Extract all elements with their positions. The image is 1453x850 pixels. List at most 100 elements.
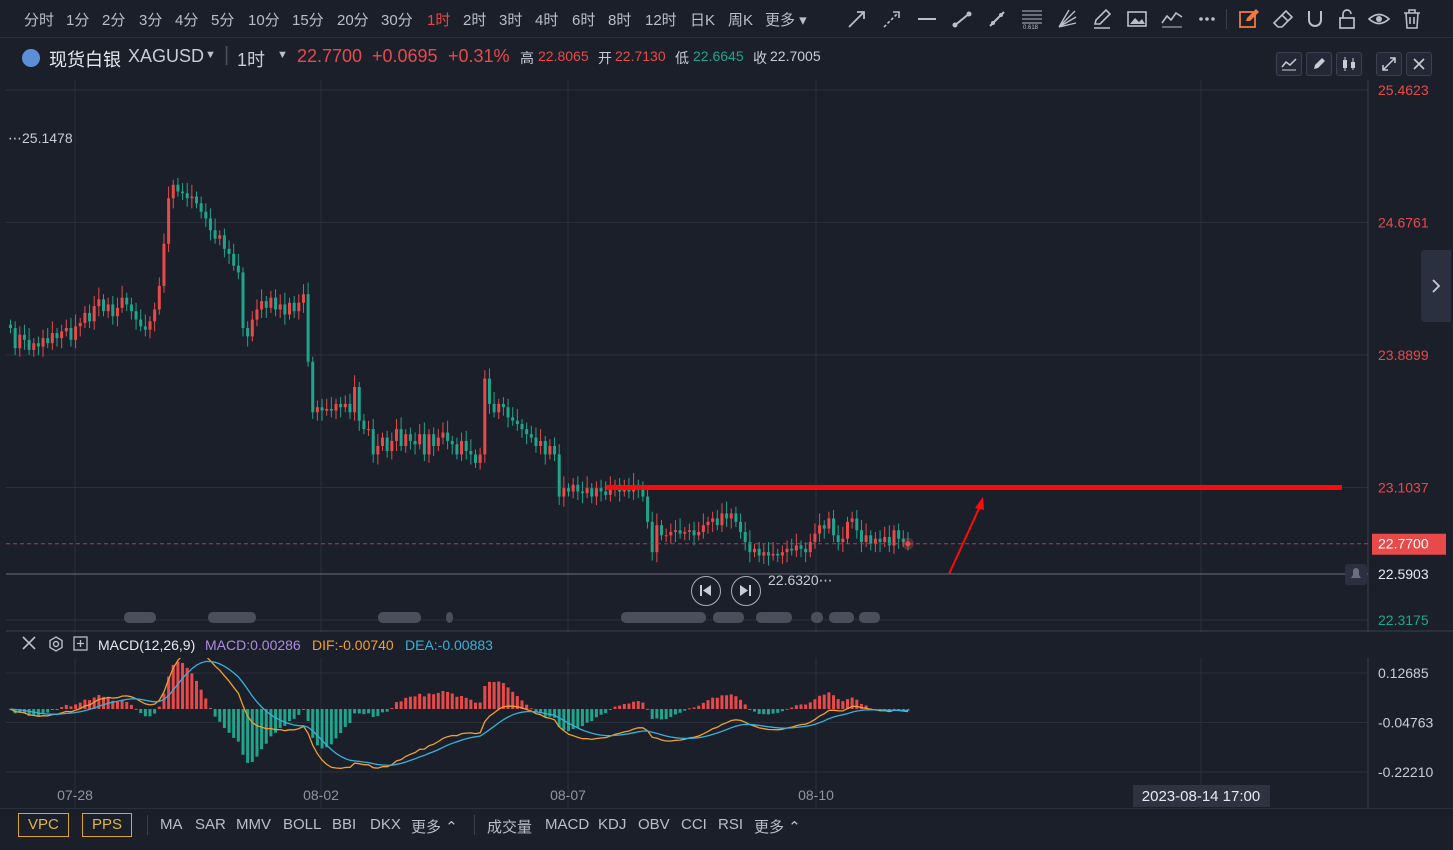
period-11[interactable]: 2时	[463, 12, 487, 29]
ray-arrow-icon[interactable]	[845, 7, 869, 31]
period-6[interactable]: 10分	[248, 12, 280, 29]
trash-icon[interactable]	[1400, 7, 1424, 31]
event-marker[interactable]	[713, 612, 744, 623]
indicator-settings-button[interactable]	[1276, 52, 1302, 76]
sub-indicator-0[interactable]: 成交量	[487, 819, 533, 836]
period-13[interactable]: 4时	[535, 12, 559, 29]
side-panel-toggle[interactable]	[1421, 250, 1451, 322]
scroll-to-start-button[interactable]	[691, 576, 721, 606]
eye-icon[interactable]	[1367, 7, 1391, 31]
draw-edit-button[interactable]	[1306, 52, 1332, 76]
segment-icon[interactable]	[985, 7, 1009, 31]
symbol-dropdown-icon[interactable]: ▼	[205, 49, 216, 61]
close-indicator-icon[interactable]	[22, 636, 36, 653]
close-label: 收	[753, 50, 767, 66]
sub-indicator-4[interactable]: CCI	[681, 816, 707, 833]
macd-bar	[381, 708, 384, 713]
pps-button[interactable]: PPS	[82, 813, 133, 837]
macd-bar	[474, 702, 477, 709]
event-marker[interactable]	[208, 612, 256, 623]
scroll-to-end-button[interactable]	[731, 576, 761, 606]
fan-icon[interactable]	[1055, 7, 1079, 31]
add-indicator-icon[interactable]	[73, 636, 88, 654]
sub-indicator-5[interactable]: RSI	[718, 816, 744, 833]
horizontal-line-icon[interactable]	[915, 7, 939, 31]
period-2[interactable]: 2分	[102, 12, 126, 29]
candle	[181, 183, 185, 200]
period-1[interactable]: 1分	[66, 12, 90, 29]
candlestick-chart[interactable]: 25.4623 24.6761 23.8899 23.1037 22.3175 22.77…	[6, 80, 1453, 632]
wave-icon[interactable]	[1160, 7, 1184, 31]
period-19[interactable]: 更多 ▾	[765, 12, 807, 29]
event-marker[interactable]	[756, 612, 792, 623]
eraser-icon[interactable]	[1270, 7, 1294, 31]
macd-bar	[218, 708, 222, 722]
sub-indicator-2[interactable]: KDJ	[598, 816, 627, 833]
dashed-arrow-icon[interactable]	[880, 7, 904, 31]
candle	[264, 295, 268, 318]
event-marker[interactable]	[124, 612, 156, 623]
fibonacci-icon[interactable]: 0.618	[1020, 7, 1044, 31]
close-chart-button[interactable]	[1406, 52, 1432, 76]
candle	[301, 284, 305, 313]
candle	[195, 191, 198, 209]
candle	[664, 528, 668, 543]
macd-bar	[64, 704, 68, 709]
period-12[interactable]: 3时	[499, 12, 523, 29]
pen-icon[interactable]	[1090, 7, 1114, 31]
more-sub-indicators[interactable]: 更多 ⌃	[754, 819, 801, 836]
sub-indicator-1[interactable]: MACD	[545, 816, 590, 833]
indicator-ma[interactable]: MA	[160, 816, 183, 833]
event-marker[interactable]	[829, 612, 854, 623]
period-5[interactable]: 5分	[211, 12, 235, 29]
event-marker[interactable]	[378, 612, 421, 623]
symbol-code[interactable]: XAGUSD	[128, 46, 205, 66]
candle	[353, 375, 357, 421]
fullscreen-button[interactable]	[1376, 52, 1402, 76]
period-4[interactable]: 4分	[175, 12, 199, 29]
period-17[interactable]: 日K	[690, 12, 716, 29]
edit-icon[interactable]	[1237, 7, 1261, 31]
period-15[interactable]: 8时	[608, 12, 632, 29]
indicator-boll[interactable]: BOLL	[283, 816, 322, 833]
macd-bar	[753, 708, 756, 712]
period-0[interactable]: 分时	[24, 12, 55, 29]
candle	[492, 392, 496, 418]
period-14[interactable]: 6时	[572, 12, 596, 29]
more-main-indicators[interactable]: 更多 ⌃	[411, 819, 458, 836]
price-alert-bell-icon[interactable]	[1345, 564, 1367, 586]
macd-chart[interactable]: 0.12685 -0.04763 -0.22210	[6, 658, 1453, 808]
candle-style-button[interactable]	[1336, 52, 1362, 76]
period-3[interactable]: 3分	[139, 12, 163, 29]
symbol-name[interactable]: 现货白银	[49, 50, 121, 70]
interval-dropdown-icon[interactable]: ▼	[277, 49, 288, 61]
min-price-label: 22.6320⋯	[768, 572, 833, 588]
indicator-sar[interactable]: SAR	[195, 816, 226, 833]
trend-line-icon[interactable]	[950, 7, 974, 31]
period-10[interactable]: 1时	[427, 12, 451, 29]
more-dots-icon[interactable]	[1195, 7, 1219, 31]
image-icon[interactable]	[1125, 7, 1149, 31]
event-marker[interactable]	[811, 612, 823, 623]
period-9[interactable]: 30分	[381, 12, 413, 29]
event-marker[interactable]	[621, 612, 706, 623]
magnet-icon[interactable]	[1303, 7, 1327, 31]
sub-indicator-3[interactable]: OBV	[638, 816, 670, 833]
indicator-bbi[interactable]: BBI	[332, 816, 357, 833]
event-marker[interactable]	[446, 612, 453, 623]
settings-icon[interactable]	[48, 636, 64, 655]
macd-bar	[576, 708, 580, 728]
period-8[interactable]: 20分	[337, 12, 369, 29]
indicator-mmv[interactable]: MMV	[236, 816, 271, 833]
period-16[interactable]: 12时	[645, 12, 677, 29]
vpc-button[interactable]: VPC	[18, 813, 69, 837]
lock-icon[interactable]	[1335, 7, 1359, 31]
candle	[808, 533, 812, 558]
period-18[interactable]: 周K	[728, 12, 754, 29]
interval-label[interactable]: 1时	[237, 50, 266, 70]
price-axis-label: 23.1037	[1378, 480, 1429, 496]
crosshair-time-tag	[1133, 785, 1270, 807]
event-marker[interactable]	[859, 612, 880, 623]
period-7[interactable]: 15分	[292, 12, 324, 29]
indicator-dkx[interactable]: DKX	[370, 816, 401, 833]
